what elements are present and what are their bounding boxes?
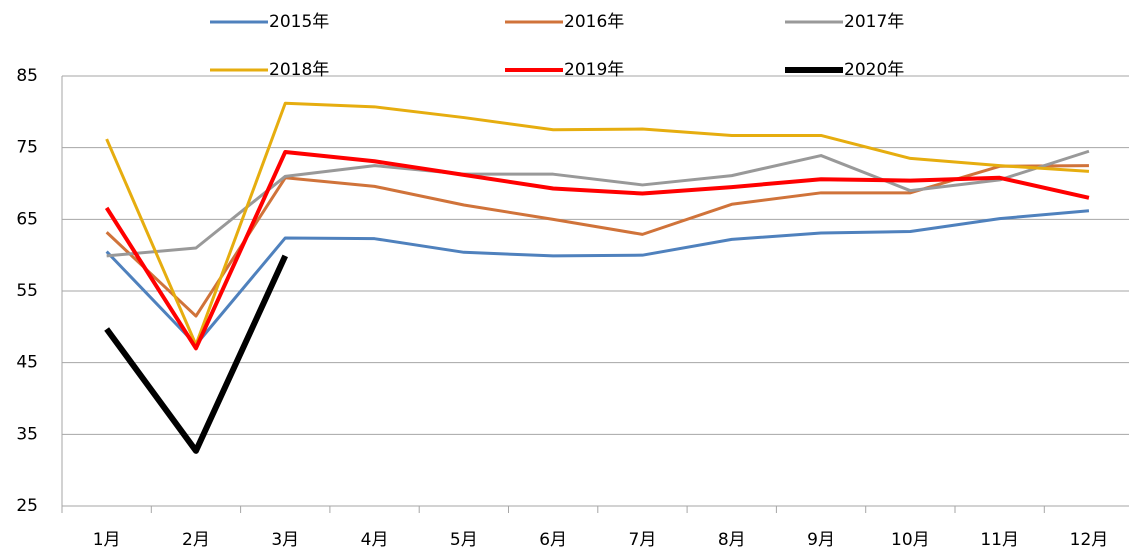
legend-label: 2015年 (269, 12, 329, 32)
y-tick-label: 25 (16, 496, 38, 516)
y-tick-label: 45 (16, 353, 38, 373)
x-tick-label: 11月 (980, 530, 1019, 550)
x-tick-label: 2月 (182, 530, 210, 550)
y-tick-label: 55 (16, 281, 38, 301)
x-tick-label: 5月 (450, 530, 478, 550)
x-tick-label: 7月 (629, 530, 657, 550)
series-line (106, 149, 1090, 258)
x-tick-label: 1月 (93, 530, 121, 550)
series-line (104, 149, 1090, 351)
legend-label: 2019年 (564, 60, 624, 80)
legend-label: 2020年 (844, 60, 904, 80)
axes: 25 35 45 55 65 75 85 1月 2月 3月 4月 5月 6月 7月 8月 9月 10月 11月 12… (16, 66, 1129, 550)
series-line (105, 101, 1090, 347)
series-line (105, 209, 1090, 347)
legend-label: 2016年 (564, 12, 624, 32)
y-tick-label: 65 (16, 209, 38, 229)
legend-label: 2017年 (844, 12, 904, 32)
x-tick-label: 6月 (539, 530, 567, 550)
x-tick-label: 4月 (361, 530, 389, 550)
y-tick-label: 75 (16, 138, 38, 158)
x-tick-label: 8月 (718, 530, 746, 550)
legend: 2015年 2016年 2017年 2018年 2019年 2020年 (210, 12, 904, 80)
x-tick-label: 10月 (891, 530, 930, 550)
lines (104, 101, 1090, 454)
x-tick-label: 3月 (271, 530, 299, 550)
series-line (104, 254, 288, 454)
x-tick-label: 9月 (807, 530, 835, 550)
legend-label: 2018年 (269, 60, 329, 80)
y-tick-label: 35 (16, 424, 38, 444)
y-tick-label: 85 (16, 66, 38, 86)
x-tick-label: 12月 (1070, 530, 1109, 550)
